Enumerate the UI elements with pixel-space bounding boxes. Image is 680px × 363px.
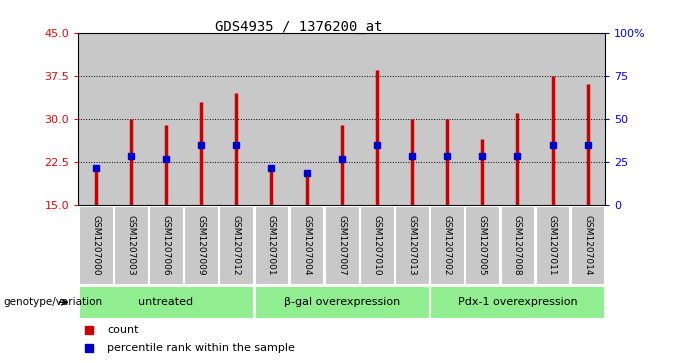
Bar xyxy=(148,33,184,205)
Bar xyxy=(114,33,148,205)
Bar xyxy=(254,286,429,318)
Bar xyxy=(536,206,569,284)
Text: GSM1207000: GSM1207000 xyxy=(91,215,100,276)
Text: count: count xyxy=(107,325,139,335)
Text: GSM1207009: GSM1207009 xyxy=(197,215,205,276)
Text: percentile rank within the sample: percentile rank within the sample xyxy=(107,343,295,354)
Text: GSM1207005: GSM1207005 xyxy=(478,215,487,276)
Bar xyxy=(571,206,605,284)
Bar xyxy=(500,206,534,284)
Bar xyxy=(289,33,324,205)
Text: untreated: untreated xyxy=(139,297,194,307)
Bar xyxy=(324,33,359,205)
Text: GSM1207008: GSM1207008 xyxy=(513,215,522,276)
Bar xyxy=(464,33,500,205)
Text: GSM1207013: GSM1207013 xyxy=(407,215,416,276)
Bar xyxy=(359,33,394,205)
Bar xyxy=(465,206,499,284)
Bar xyxy=(570,33,605,205)
Text: GSM1207002: GSM1207002 xyxy=(443,215,452,275)
Bar xyxy=(184,206,218,284)
Text: Pdx-1 overexpression: Pdx-1 overexpression xyxy=(458,297,577,307)
Text: GSM1207006: GSM1207006 xyxy=(162,215,171,276)
Bar xyxy=(220,206,253,284)
Bar xyxy=(395,206,429,284)
Text: GSM1207003: GSM1207003 xyxy=(126,215,135,276)
Bar xyxy=(325,206,358,284)
Text: GSM1207001: GSM1207001 xyxy=(267,215,276,276)
Text: genotype/variation: genotype/variation xyxy=(3,297,103,307)
Bar xyxy=(535,33,570,205)
Bar xyxy=(79,286,253,318)
Bar xyxy=(79,206,113,284)
Bar xyxy=(149,206,183,284)
Text: GSM1207010: GSM1207010 xyxy=(373,215,381,276)
Bar xyxy=(219,33,254,205)
Text: GDS4935 / 1376200_at: GDS4935 / 1376200_at xyxy=(216,20,383,34)
Text: GSM1207004: GSM1207004 xyxy=(302,215,311,275)
Text: GSM1207011: GSM1207011 xyxy=(548,215,557,276)
Bar xyxy=(78,33,114,205)
Bar xyxy=(114,206,148,284)
Bar xyxy=(290,206,324,284)
Text: GSM1207012: GSM1207012 xyxy=(232,215,241,275)
Bar xyxy=(184,33,219,205)
Bar xyxy=(430,206,464,284)
Bar xyxy=(394,33,430,205)
Bar xyxy=(430,33,464,205)
Text: GSM1207014: GSM1207014 xyxy=(583,215,592,275)
Bar xyxy=(430,286,605,318)
Bar xyxy=(500,33,535,205)
Bar xyxy=(254,33,289,205)
Bar xyxy=(360,206,394,284)
Text: β-gal overexpression: β-gal overexpression xyxy=(284,297,400,307)
Bar xyxy=(254,206,288,284)
Text: GSM1207007: GSM1207007 xyxy=(337,215,346,276)
